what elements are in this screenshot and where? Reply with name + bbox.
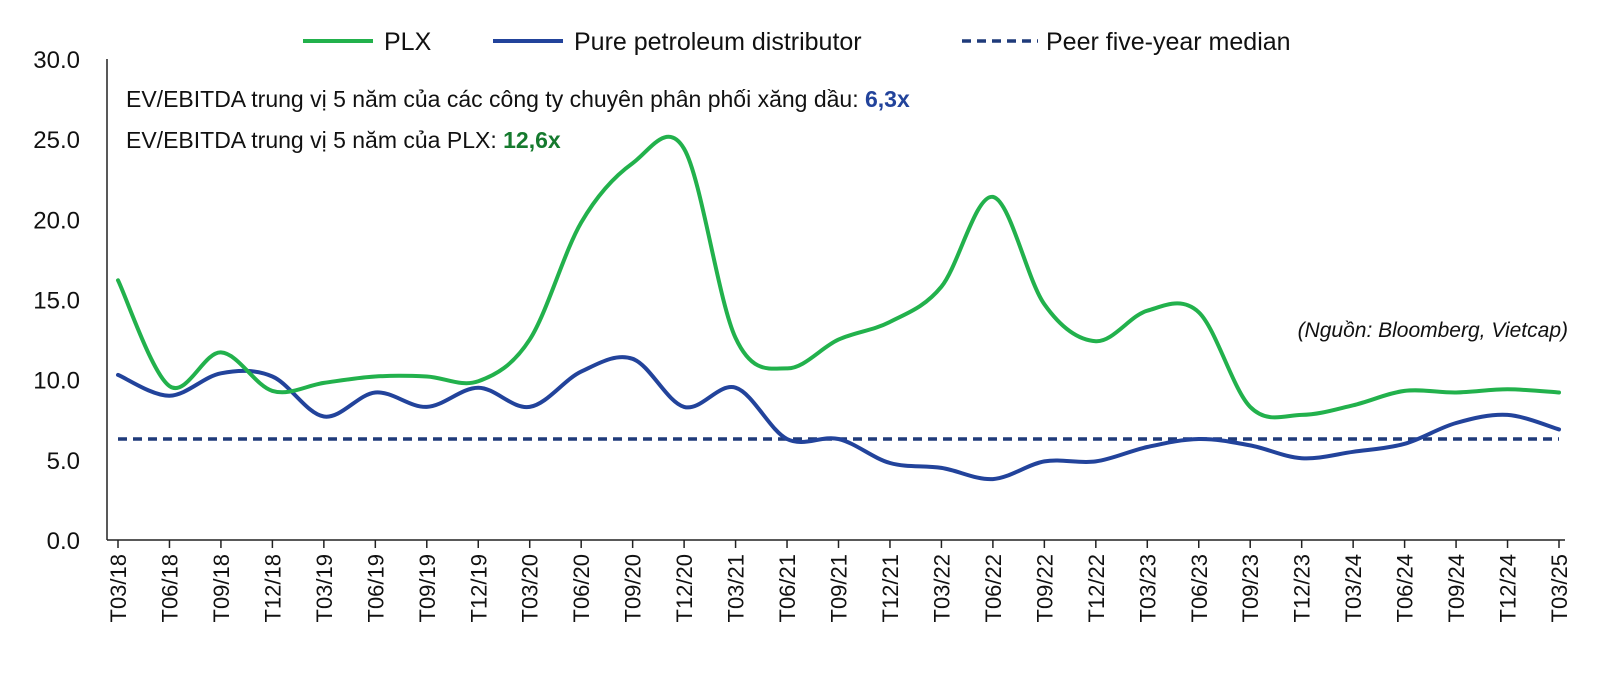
annotation-peer-median-value: 6,3x (865, 86, 910, 112)
x-tick-label: T06/22 (981, 554, 1006, 623)
annotation-plx-median: EV/EBITDA trung vị 5 năm của PLX: 12,6x (126, 127, 561, 153)
annotation-plx-median-value: 12,6x (503, 127, 561, 153)
x-tick-label: T09/24 (1444, 554, 1469, 623)
annotation-peer-median-label: EV/EBITDA trung vị 5 năm của các công ty… (126, 86, 865, 112)
legend-item: Pure petroleum distributor (493, 28, 862, 56)
annotation-peer-median: EV/EBITDA trung vị 5 năm của các công ty… (126, 86, 910, 112)
x-tick-label: T03/19 (312, 554, 337, 623)
x-tick-label: T03/20 (518, 554, 543, 623)
x-tick-label: T03/23 (1135, 554, 1160, 623)
x-tick-label: T06/21 (775, 554, 800, 623)
legend-item: PLX (303, 28, 432, 56)
x-tick-label: T03/21 (724, 554, 749, 623)
x-tick-label: T12/22 (1084, 554, 1109, 623)
x-tick-label: T06/19 (363, 554, 388, 623)
x-tick-label: T09/20 (621, 554, 646, 623)
y-tick-label: 25.0 (33, 127, 80, 154)
x-tick-label: T12/21 (878, 554, 903, 623)
y-tick-label: 30.0 (33, 47, 80, 74)
x-tick-label: T09/21 (827, 554, 852, 623)
x-tick-label: T06/24 (1393, 554, 1418, 623)
x-tick-label: T09/23 (1238, 554, 1263, 623)
x-tick-label: T12/23 (1290, 554, 1315, 623)
x-tick-label: T09/19 (415, 554, 440, 623)
x-tick-label: T12/19 (466, 554, 491, 623)
legend-item: Peer five-year median (962, 28, 1291, 56)
legend-label: Pure petroleum distributor (574, 28, 862, 56)
x-tick-label: T09/18 (209, 554, 234, 623)
x-tick-label: T06/18 (157, 554, 182, 623)
series-line-plx (116, 134, 1561, 420)
y-tick-label: 10.0 (33, 368, 80, 395)
source-note: (Nguồn: Bloomberg, Vietcap) (1298, 319, 1568, 342)
y-tick-label: 5.0 (47, 448, 80, 475)
x-tick-label: T12/20 (672, 554, 697, 623)
legend-label: PLX (384, 28, 432, 56)
annotation-plx-median-label: EV/EBITDA trung vị 5 năm của PLX: (126, 127, 503, 153)
series-layer (116, 134, 1561, 482)
x-axis: T03/18 T06/18 T09/18 T12/18 T03/19 T06/19 T09/… (106, 539, 1572, 623)
x-tick-label: T12/18 (260, 554, 285, 623)
x-tick-label: T03/25 (1547, 554, 1572, 623)
x-tick-label: T12/24 (1496, 554, 1521, 623)
y-tick-label: 15.0 (33, 288, 80, 315)
x-tick-label: T03/22 (929, 554, 954, 623)
x-tick-label: T06/20 (569, 554, 594, 623)
legend: PLX Pure petroleum distributor Peer five-y… (303, 28, 1291, 56)
x-tick-label: T03/24 (1341, 554, 1366, 623)
y-tick-label: 0.0 (47, 528, 80, 555)
series-line-pure-petroleum-distributor (116, 355, 1561, 482)
y-tick-label: 20.0 (33, 207, 80, 234)
x-tick-label: T09/22 (1032, 554, 1057, 623)
x-tick-label: T03/18 (106, 554, 131, 623)
x-tick-label: T06/23 (1187, 554, 1212, 623)
legend-label: Peer five-year median (1046, 28, 1291, 56)
y-axis: 0.0 5.0 10.0 15.0 20.0 25.0 30.0 (33, 47, 108, 555)
